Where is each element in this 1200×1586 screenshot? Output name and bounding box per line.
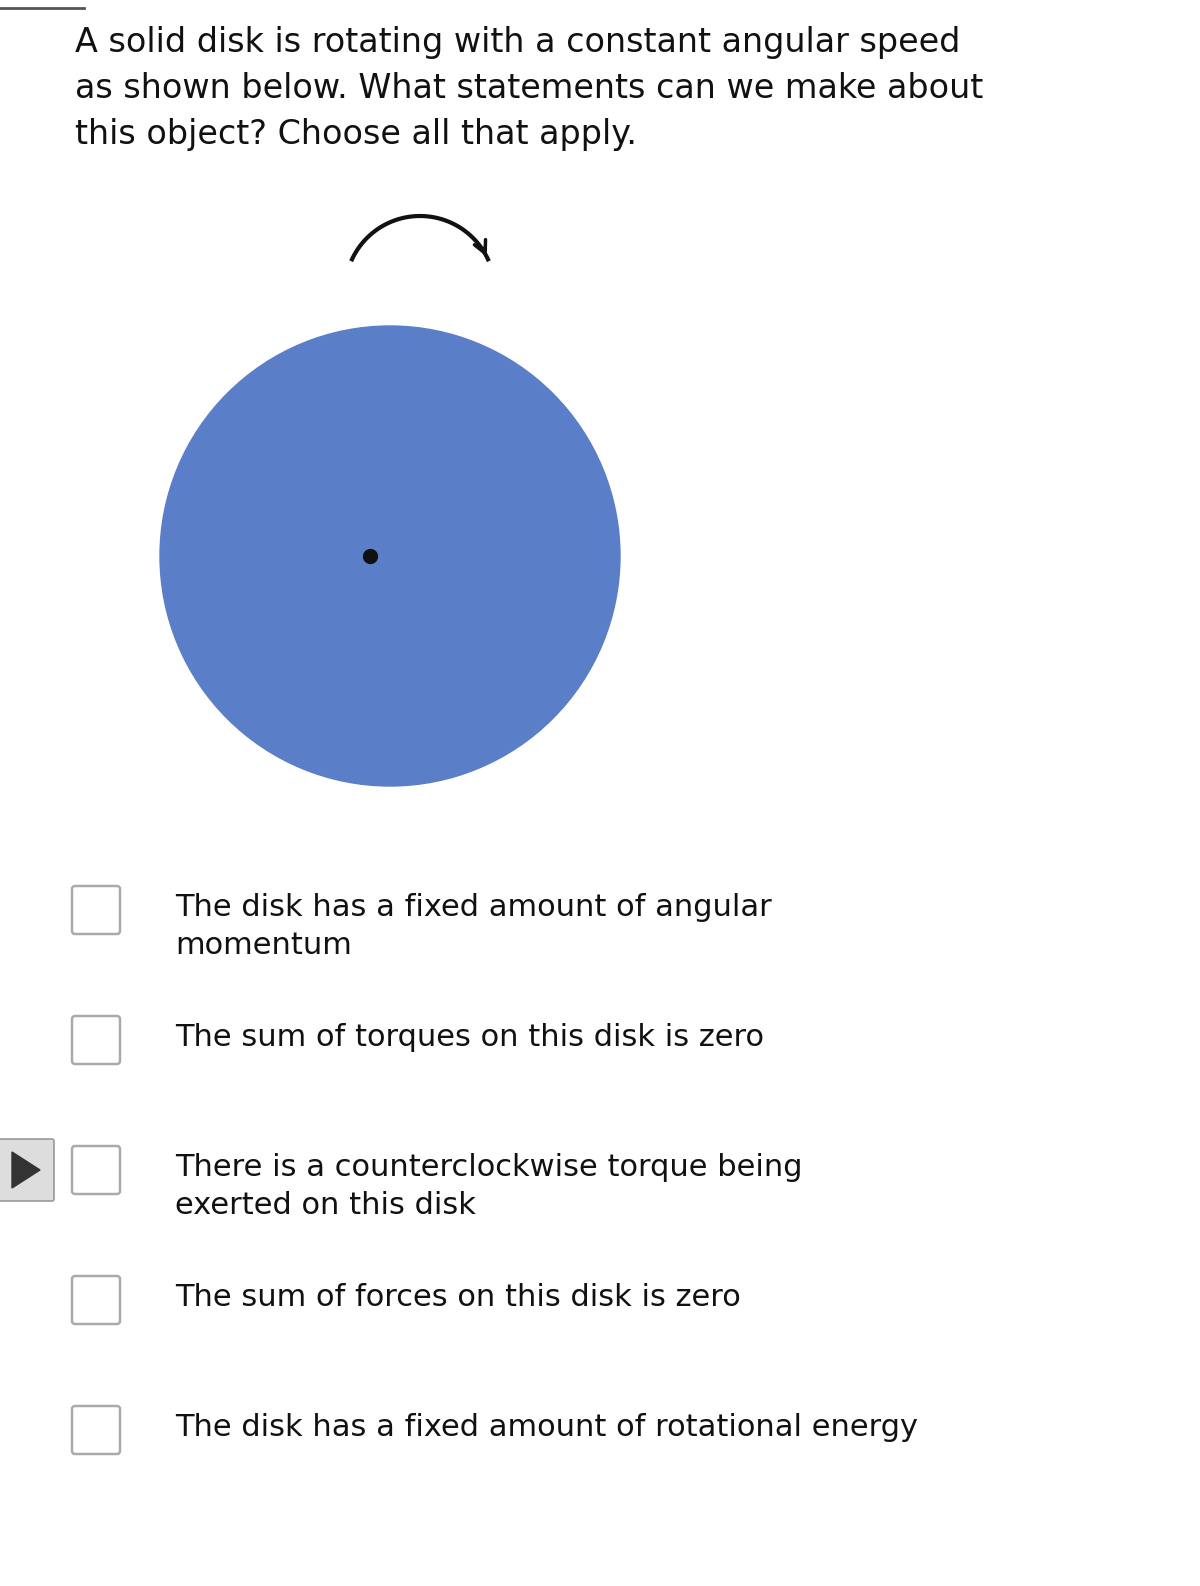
Text: The disk has a fixed amount of angular
momentum: The disk has a fixed amount of angular m… xyxy=(175,893,772,960)
FancyBboxPatch shape xyxy=(72,1017,120,1064)
Text: A solid disk is rotating with a constant angular speed
as shown below. What stat: A solid disk is rotating with a constant… xyxy=(74,25,983,151)
Text: The disk has a fixed amount of rotational energy: The disk has a fixed amount of rotationa… xyxy=(175,1413,918,1442)
FancyBboxPatch shape xyxy=(72,887,120,934)
Text: The sum of torques on this disk is zero: The sum of torques on this disk is zero xyxy=(175,1023,764,1052)
Circle shape xyxy=(160,327,620,787)
FancyBboxPatch shape xyxy=(72,1147,120,1194)
Polygon shape xyxy=(12,1151,40,1188)
FancyBboxPatch shape xyxy=(0,1139,54,1201)
Text: The sum of forces on this disk is zero: The sum of forces on this disk is zero xyxy=(175,1283,740,1312)
FancyBboxPatch shape xyxy=(72,1277,120,1324)
FancyBboxPatch shape xyxy=(72,1407,120,1454)
Text: There is a counterclockwise torque being
exerted on this disk: There is a counterclockwise torque being… xyxy=(175,1153,803,1220)
